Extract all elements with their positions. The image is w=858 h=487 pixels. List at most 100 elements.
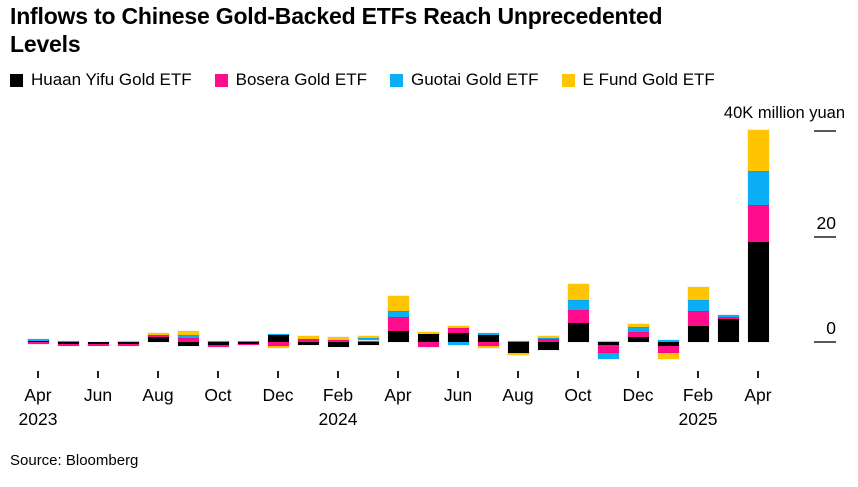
bar-segment bbox=[627, 326, 649, 332]
bar-segment bbox=[567, 309, 589, 323]
y-axis-unit-label: 40K million yuan bbox=[723, 104, 845, 122]
bar-segment bbox=[597, 340, 619, 342]
x-tick-month-label: Jun bbox=[83, 385, 113, 405]
legend-swatch-icon bbox=[10, 73, 23, 87]
x-tick-mark bbox=[37, 371, 39, 378]
bar-segment bbox=[267, 335, 289, 342]
x-tick-mark bbox=[757, 371, 759, 378]
bar-segment bbox=[27, 342, 49, 345]
bar-segment bbox=[567, 283, 589, 300]
bar-segment bbox=[597, 344, 619, 354]
bar-segment bbox=[657, 340, 679, 342]
bar-segment bbox=[267, 342, 289, 346]
bar-segment bbox=[477, 335, 499, 342]
x-tick-month-label: Aug bbox=[502, 385, 534, 405]
bar-segment bbox=[207, 345, 229, 347]
bar-segment bbox=[177, 342, 199, 347]
bar-segment bbox=[207, 340, 229, 342]
bar-segment bbox=[117, 340, 139, 342]
bar-segment bbox=[537, 335, 559, 338]
y-tick-dash bbox=[814, 341, 836, 343]
bar-segment bbox=[597, 342, 619, 345]
legend-item: Guotai Gold ETF bbox=[389, 70, 539, 90]
bar-segment bbox=[657, 352, 679, 359]
bar-segment bbox=[717, 314, 739, 318]
bar-segment bbox=[687, 325, 709, 342]
bar-segment bbox=[447, 326, 469, 329]
x-tick-mark bbox=[697, 371, 699, 378]
bar-segment bbox=[447, 333, 469, 342]
bar-segment bbox=[207, 342, 229, 346]
x-tick-month-label: Aug bbox=[142, 385, 174, 405]
y-tick-label: 0 bbox=[826, 318, 836, 338]
legend-item: Huaan Yifu Gold ETF bbox=[10, 70, 192, 90]
x-tick-mark bbox=[217, 371, 219, 378]
bar-segment bbox=[147, 335, 169, 338]
chart-title: Inflows to Chinese Gold-Backed ETFs Reac… bbox=[10, 2, 830, 58]
bar-segment bbox=[327, 342, 349, 347]
x-tick-mark bbox=[577, 371, 579, 378]
bar-segment bbox=[717, 319, 739, 342]
bar-segment bbox=[687, 311, 709, 326]
y-tick-dash bbox=[814, 235, 836, 238]
x-tick-year-label: 2024 bbox=[318, 409, 358, 429]
bar-segment bbox=[627, 336, 649, 342]
x-tick-mark bbox=[457, 371, 459, 378]
x-tick-month-label: Apr bbox=[384, 385, 412, 405]
x-tick-month-label: Feb bbox=[682, 385, 714, 405]
bar-segment bbox=[537, 339, 559, 342]
chart-title-line1: Inflows to Chinese Gold-Backed ETFs Reac… bbox=[10, 3, 663, 29]
legend-swatch-icon bbox=[214, 73, 228, 87]
bar-segment bbox=[417, 333, 439, 342]
bar-segment bbox=[507, 340, 529, 342]
bar-segment bbox=[117, 343, 139, 346]
bar-segment bbox=[387, 331, 409, 342]
bar-segment bbox=[147, 333, 169, 336]
bar-segment bbox=[627, 331, 649, 337]
bar-segment bbox=[177, 331, 199, 335]
x-tick-month-label: Apr bbox=[24, 385, 52, 405]
bar-segment bbox=[177, 338, 199, 342]
bar-segment bbox=[537, 337, 559, 340]
bar-segment bbox=[267, 345, 289, 349]
x-tick-mark bbox=[157, 371, 159, 378]
bar-segment bbox=[357, 336, 379, 339]
bar-segment bbox=[747, 241, 769, 342]
bar-segment bbox=[507, 353, 529, 356]
x-tick-mark bbox=[97, 371, 99, 378]
bar-segment bbox=[117, 342, 139, 344]
bar-segment bbox=[357, 342, 379, 345]
x-tick-year-label: 2025 bbox=[678, 409, 718, 429]
bar-segment bbox=[27, 340, 49, 342]
bar-segment bbox=[687, 286, 709, 300]
bar-segment bbox=[387, 295, 409, 312]
bar-segment bbox=[87, 342, 109, 345]
bar-segment bbox=[357, 340, 379, 342]
x-tick-month-label: Apr bbox=[744, 385, 772, 405]
x-tick-month-label: Dec bbox=[622, 385, 654, 405]
bar-segment bbox=[447, 328, 469, 334]
bar-segment bbox=[747, 205, 769, 242]
x-tick-month-label: Oct bbox=[564, 385, 592, 405]
bar-segment bbox=[27, 339, 49, 341]
y-tick-dash bbox=[814, 130, 836, 132]
bar-segment bbox=[297, 338, 319, 342]
x-tick-mark bbox=[337, 371, 339, 378]
bar-segment bbox=[57, 344, 79, 346]
bar-segment bbox=[327, 337, 349, 340]
bar-segment bbox=[747, 171, 769, 206]
legend-label: E Fund Gold ETF bbox=[582, 70, 715, 89]
x-tick-month-label: Jun bbox=[443, 385, 473, 405]
legend-swatch-icon bbox=[561, 73, 575, 87]
bar-segment bbox=[477, 333, 499, 336]
bar-segment bbox=[387, 317, 409, 332]
bar-segment bbox=[567, 323, 589, 342]
bar-segment bbox=[537, 342, 559, 350]
bar-segment bbox=[417, 342, 439, 347]
legend-swatch-icon bbox=[389, 73, 403, 87]
x-tick-mark bbox=[517, 371, 519, 378]
bar-segment bbox=[147, 337, 169, 342]
bar-segment bbox=[447, 342, 469, 345]
